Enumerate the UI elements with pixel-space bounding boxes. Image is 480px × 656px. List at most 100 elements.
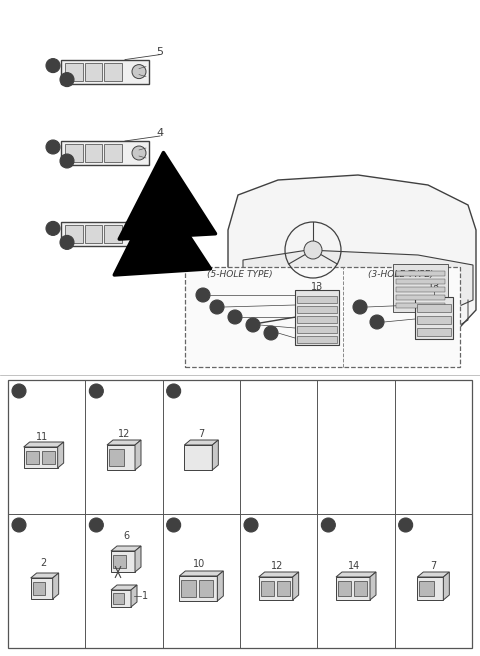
Bar [396,303,445,308]
Bar [61,222,149,247]
Bar [104,62,122,81]
Bar [104,226,122,243]
Text: l: l [327,520,330,529]
Bar [104,144,122,162]
Circle shape [353,300,367,314]
Bar [65,62,83,81]
Bar [65,144,83,162]
Bar [181,581,196,596]
Bar [297,306,337,313]
Circle shape [60,154,74,168]
Bar [65,226,83,243]
Circle shape [132,64,146,79]
Circle shape [60,236,74,249]
Text: 3: 3 [156,209,164,219]
Polygon shape [53,573,59,599]
Circle shape [167,384,180,398]
Text: 6: 6 [123,531,129,541]
Bar [185,267,460,367]
Bar [84,144,102,162]
Circle shape [46,140,60,154]
Circle shape [196,288,210,302]
Polygon shape [135,546,141,572]
Bar [180,576,217,601]
Bar [261,581,274,596]
Circle shape [89,518,103,532]
Bar [25,451,38,464]
Circle shape [60,73,74,87]
Bar [84,226,102,243]
Bar [417,328,451,336]
Text: b: b [64,157,70,165]
Text: 13: 13 [311,282,323,292]
Bar [297,296,337,303]
Text: p: p [375,319,379,325]
Bar [393,264,448,312]
Text: k: k [215,304,219,310]
Text: j: j [172,520,175,529]
Text: 4: 4 [156,128,164,138]
Circle shape [264,326,278,340]
Bar [8,380,472,648]
Polygon shape [58,442,64,468]
Polygon shape [180,571,223,576]
Polygon shape [417,572,449,577]
Polygon shape [293,572,299,600]
Circle shape [210,300,224,314]
Bar [336,577,370,600]
Bar [396,279,445,284]
Circle shape [12,518,26,532]
Circle shape [304,241,322,259]
Circle shape [132,146,146,160]
Bar [61,141,149,165]
Text: 2: 2 [40,558,47,568]
Text: k: k [249,520,253,529]
Bar [396,271,445,276]
Bar [109,449,124,466]
Circle shape [46,221,60,236]
Text: 7: 7 [430,561,436,571]
Polygon shape [212,440,218,470]
Text: a: a [16,520,22,529]
Polygon shape [111,546,141,551]
Polygon shape [135,440,141,470]
Polygon shape [259,572,299,577]
Polygon shape [243,250,473,320]
Bar [297,336,337,343]
Text: o: o [94,386,99,396]
Circle shape [244,518,258,532]
Polygon shape [217,571,223,601]
Text: 10: 10 [193,559,205,569]
Polygon shape [444,572,449,600]
Text: 13: 13 [428,282,440,292]
Text: 1: 1 [142,591,148,601]
Bar [417,316,451,324]
Circle shape [399,518,413,532]
Text: b: b [64,75,70,84]
Text: b: b [94,520,99,529]
Bar [199,581,213,596]
Text: 12: 12 [118,429,130,439]
Bar [297,326,337,333]
Text: o: o [358,304,362,310]
Polygon shape [31,573,59,578]
Bar [259,577,293,600]
Text: n: n [269,330,273,336]
Bar [184,445,212,470]
Bar [338,581,351,596]
Polygon shape [370,572,376,600]
Bar [107,445,135,470]
Bar [396,295,445,300]
Text: a: a [50,61,56,70]
Bar [295,290,339,345]
Polygon shape [111,585,137,590]
Bar [396,287,445,292]
Bar [24,447,58,468]
Circle shape [370,315,384,329]
Circle shape [89,384,103,398]
Text: a: a [50,224,56,233]
Bar [415,297,453,339]
Text: (3-HOLE TYPE): (3-HOLE TYPE) [368,270,434,279]
Polygon shape [24,442,64,447]
Polygon shape [107,440,141,445]
